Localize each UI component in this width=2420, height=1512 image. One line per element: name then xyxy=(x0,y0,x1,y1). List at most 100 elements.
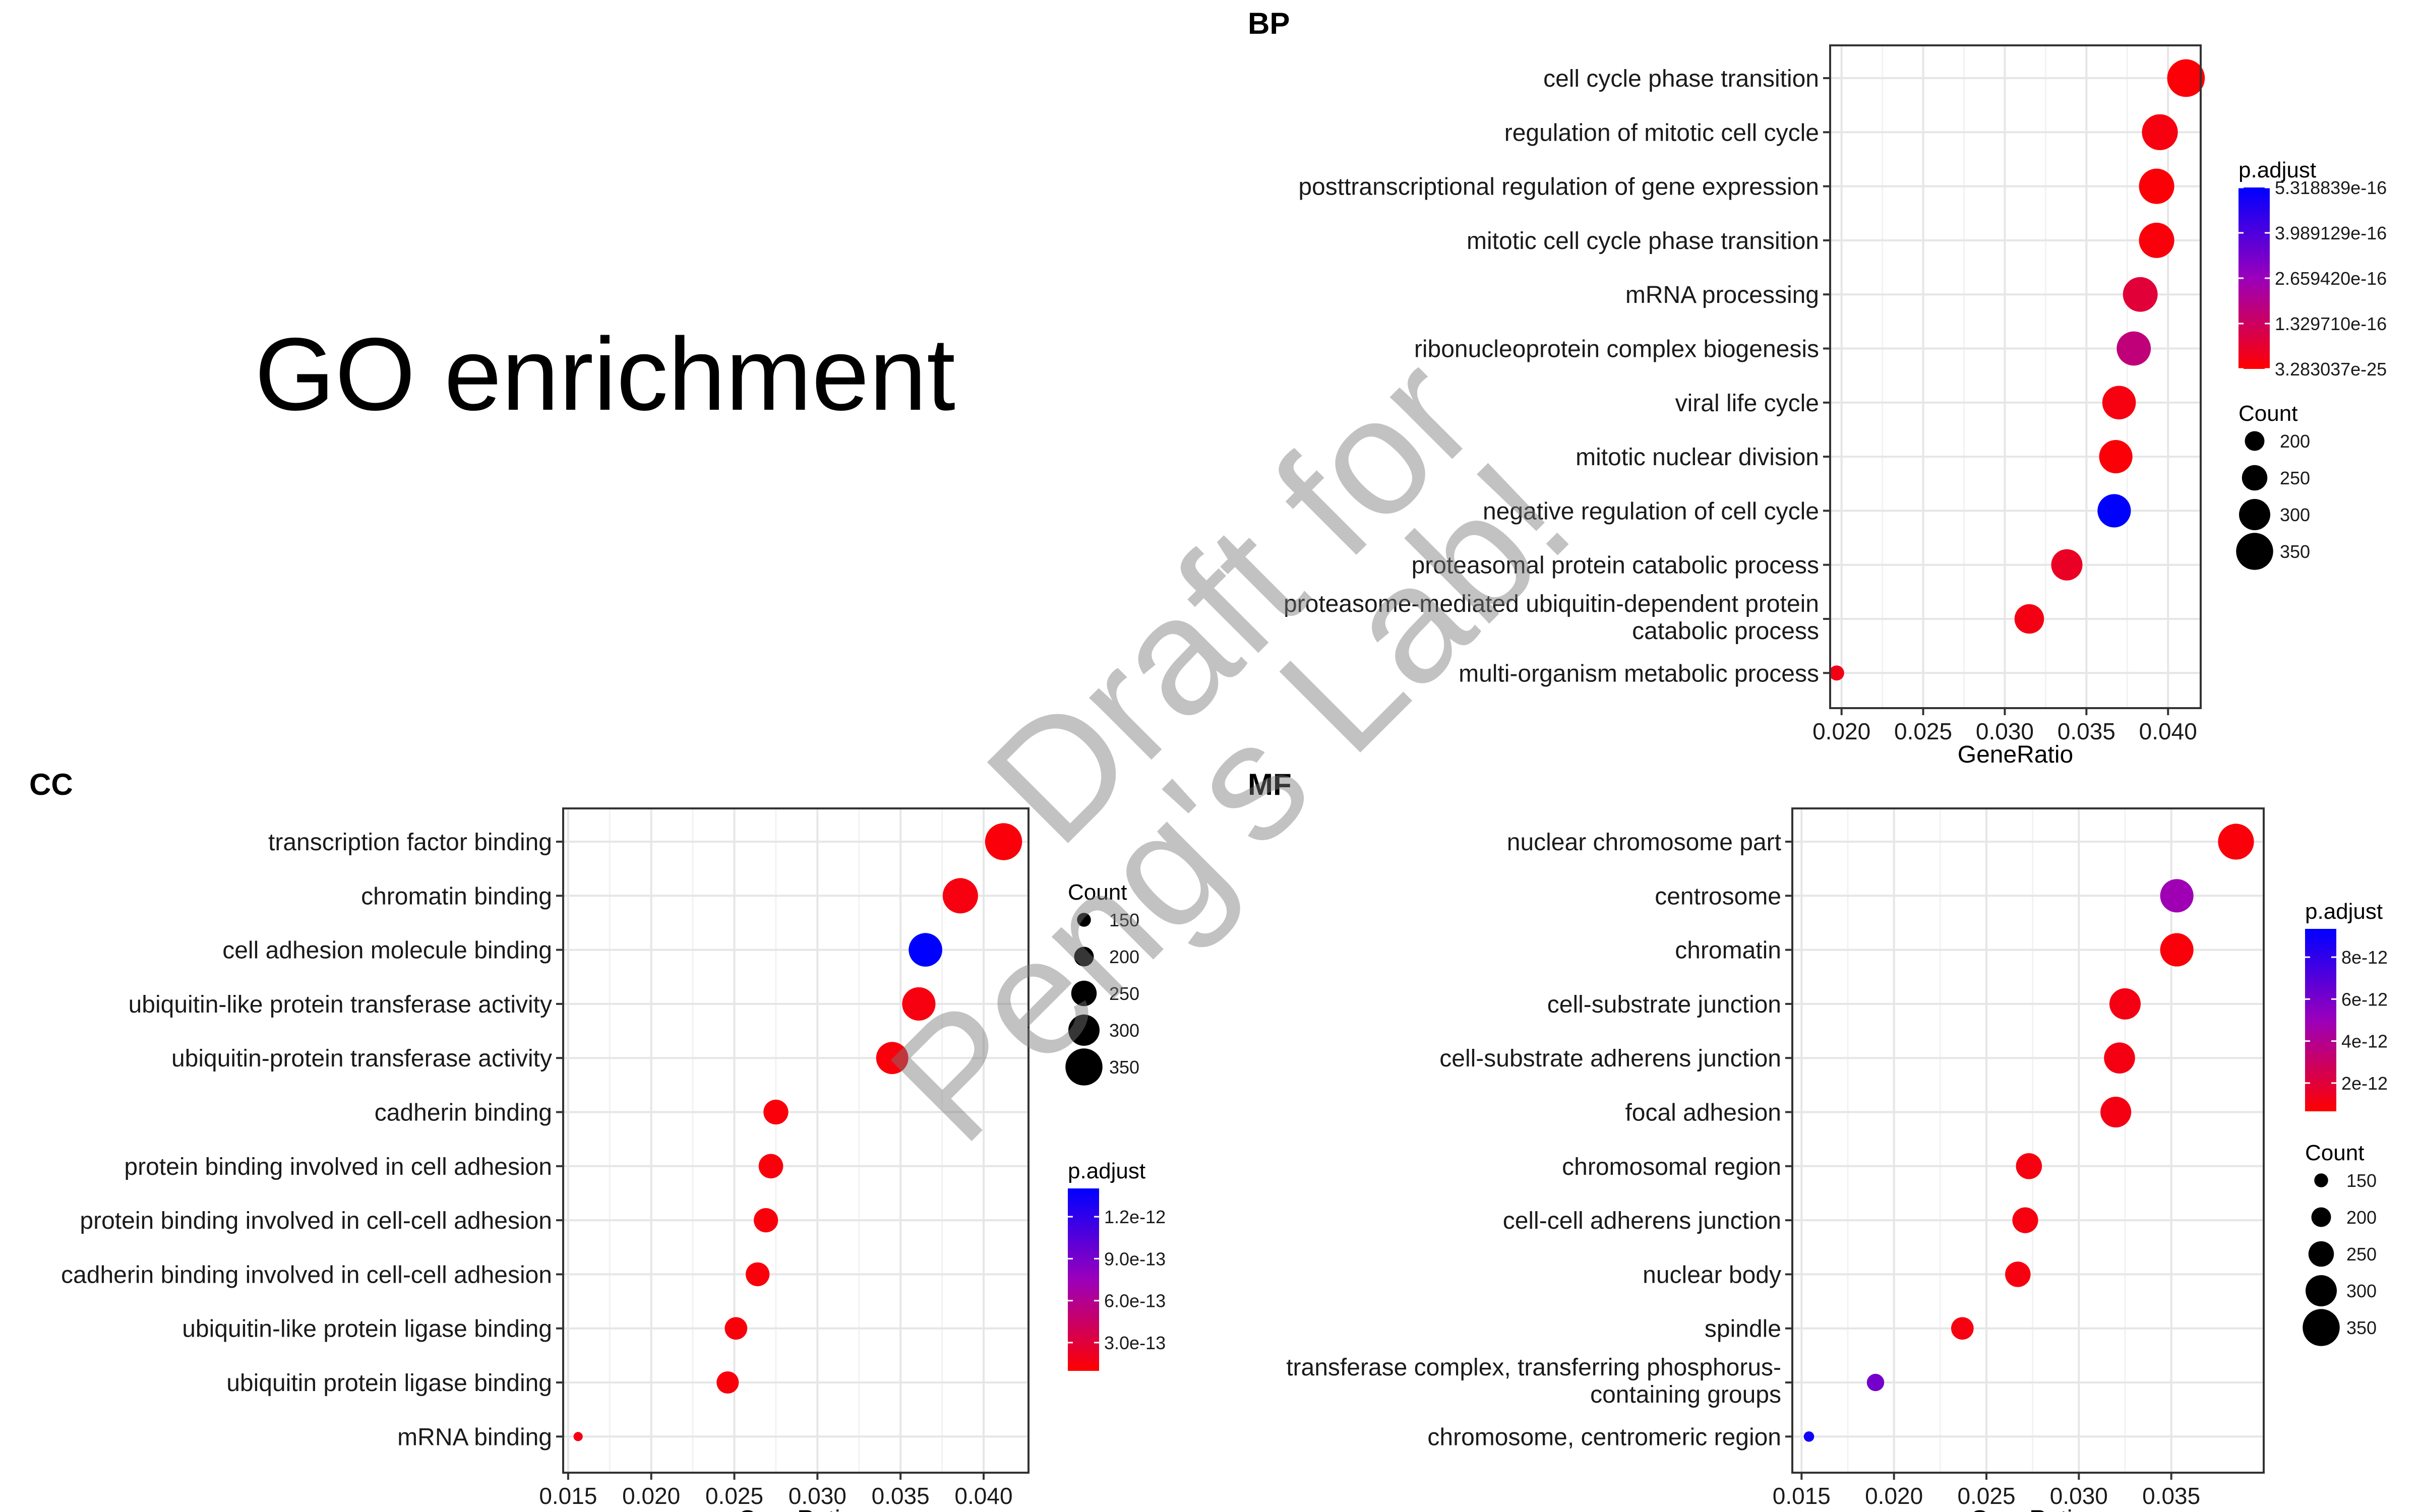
data-point xyxy=(2116,331,2151,366)
size-legend-label: 250 xyxy=(2280,468,2310,488)
data-point xyxy=(902,987,936,1021)
data-point xyxy=(876,1042,909,1075)
panel-cc: transcription factor binding chromatin bi… xyxy=(61,807,1166,1512)
size-legend-dot xyxy=(1077,913,1091,927)
term-label: mitotic cell cycle phase transition xyxy=(1467,228,1819,255)
data-point xyxy=(909,933,942,967)
size-legend-title: Count xyxy=(2305,1141,2364,1165)
data-point xyxy=(2139,168,2174,204)
term-label: transferase complex, transferring phosph… xyxy=(1286,1354,1781,1408)
data-point xyxy=(2099,440,2133,474)
data-point xyxy=(2014,604,2044,634)
data-point xyxy=(1829,665,1844,681)
data-point xyxy=(2100,1096,2132,1128)
term-label: ubiquitin protein ligase binding xyxy=(226,1370,552,1397)
term-label: mRNA processing xyxy=(1625,282,1819,308)
data-point xyxy=(942,878,978,914)
data-point xyxy=(2051,549,2083,581)
term-label: cell adhesion molecule binding xyxy=(222,937,552,964)
term-label: nuclear body xyxy=(1643,1262,1781,1288)
panel-tag-cc: CC xyxy=(29,768,73,801)
colorbar-label: 1.2e-12 xyxy=(1104,1207,1166,1227)
size-legend-label: 300 xyxy=(1109,1020,1139,1041)
x-tick-label: 0.015 xyxy=(1773,1483,1831,1509)
colorbar-label: 2.659420e-16 xyxy=(2275,268,2387,289)
data-point xyxy=(763,1099,789,1125)
x-axis-label: GeneRatio xyxy=(738,1506,854,1512)
x-axis-label: GeneRatio xyxy=(1970,1506,2086,1512)
panel-mf: nuclear chromosome part centrosome chromat… xyxy=(1286,807,2388,1512)
x-tick-label: 0.020 xyxy=(1812,718,1870,744)
panel-bp: cell cycle phase transition regulation of… xyxy=(1284,44,2387,768)
data-point xyxy=(2123,277,2158,312)
colorbar-label: 3.989129e-16 xyxy=(2275,223,2387,243)
term-label: ubiquitin-like protein ligase binding xyxy=(182,1316,552,1343)
data-point xyxy=(724,1317,748,1340)
term-label: multi-organism metabolic process xyxy=(1459,660,1819,687)
size-legend-label: 300 xyxy=(2280,505,2310,525)
x-tick-label: 0.015 xyxy=(539,1483,597,1509)
size-legend-label: 150 xyxy=(1109,910,1139,930)
term-label: cell-substrate adherens junction xyxy=(1439,1045,1781,1072)
size-legend-label: 350 xyxy=(2280,541,2310,562)
data-point xyxy=(2218,824,2254,860)
data-point xyxy=(754,1208,778,1233)
term-label: cell-cell adherens junction xyxy=(1503,1208,1781,1234)
data-point xyxy=(716,1371,739,1394)
x-tick-label: 0.025 xyxy=(1957,1483,2015,1509)
term-label: cadherin binding xyxy=(375,1100,552,1126)
x-tick-label: 0.040 xyxy=(2139,718,2197,744)
data-point xyxy=(2016,1153,2042,1179)
size-legend-label: 350 xyxy=(1109,1057,1139,1078)
term-label: protein binding involved in cell-cell ad… xyxy=(80,1208,552,1234)
colorbar-title: p.adjust xyxy=(2305,899,2383,924)
term-label: proteasomal protein catabolic process xyxy=(1412,552,1819,579)
term-label: chromatin xyxy=(1675,937,1781,964)
data-point xyxy=(573,1432,583,1441)
size-legend-title: Count xyxy=(2238,401,2297,426)
size-legend-dot xyxy=(2242,465,2268,491)
colorbar-title: p.adjust xyxy=(2238,158,2316,182)
panel-tag-bp: BP xyxy=(1248,7,1290,40)
size-legend-dot xyxy=(2308,1241,2334,1267)
panel-tag-mf: MF xyxy=(1248,768,1292,801)
colorbar-label: 4e-12 xyxy=(2341,1031,2388,1052)
data-point xyxy=(1866,1373,1885,1392)
data-point xyxy=(2012,1207,2038,1233)
size-legend-dot xyxy=(2306,1275,2337,1306)
data-point xyxy=(1951,1317,1974,1340)
colorbar-title: p.adjust xyxy=(1068,1159,1145,1183)
data-point xyxy=(2160,933,2194,967)
term-label: centrosome xyxy=(1655,883,1781,910)
term-label: ribonucleoprotein complex biogenesis xyxy=(1414,336,1819,363)
term-label: proteasome-mediated ubiquitin-dependent … xyxy=(1284,591,1819,645)
term-label: transcription factor binding xyxy=(268,829,552,856)
term-label: nuclear chromosome part xyxy=(1507,829,1781,856)
term-label: chromosomal region xyxy=(1562,1154,1781,1180)
term-label: cadherin binding involved in cell-cell a… xyxy=(61,1262,552,1288)
size-legend-dot xyxy=(2311,1207,2331,1227)
term-label: cell cycle phase transition xyxy=(1543,66,1819,92)
size-legend-label: 200 xyxy=(2346,1207,2377,1228)
term-label: ubiquitin-like protein transferase activ… xyxy=(129,991,552,1018)
plot-frame xyxy=(1829,44,2202,709)
x-tick-label: 0.020 xyxy=(622,1483,680,1509)
plot-frame xyxy=(562,807,1030,1474)
x-axis-label: GeneRatio xyxy=(1958,741,2073,768)
plot-frame xyxy=(1791,807,2265,1474)
colorbar-label: 3.283037e-25 xyxy=(2275,359,2387,380)
term-label: mitotic nuclear division xyxy=(1576,444,1819,471)
colorbar-label: 6e-12 xyxy=(2341,989,2388,1010)
data-point xyxy=(2139,222,2174,258)
size-legend-dot xyxy=(1074,947,1094,967)
x-tick-label: 0.030 xyxy=(1976,718,2034,744)
size-legend-dot xyxy=(2236,533,2273,570)
size-legend-label: 350 xyxy=(2346,1317,2377,1338)
x-tick-label: 0.035 xyxy=(2058,718,2115,744)
data-point xyxy=(746,1262,770,1287)
data-point xyxy=(2160,879,2194,913)
data-point xyxy=(2097,494,2131,528)
x-tick-label: 0.035 xyxy=(872,1483,930,1509)
data-point xyxy=(2167,59,2205,97)
